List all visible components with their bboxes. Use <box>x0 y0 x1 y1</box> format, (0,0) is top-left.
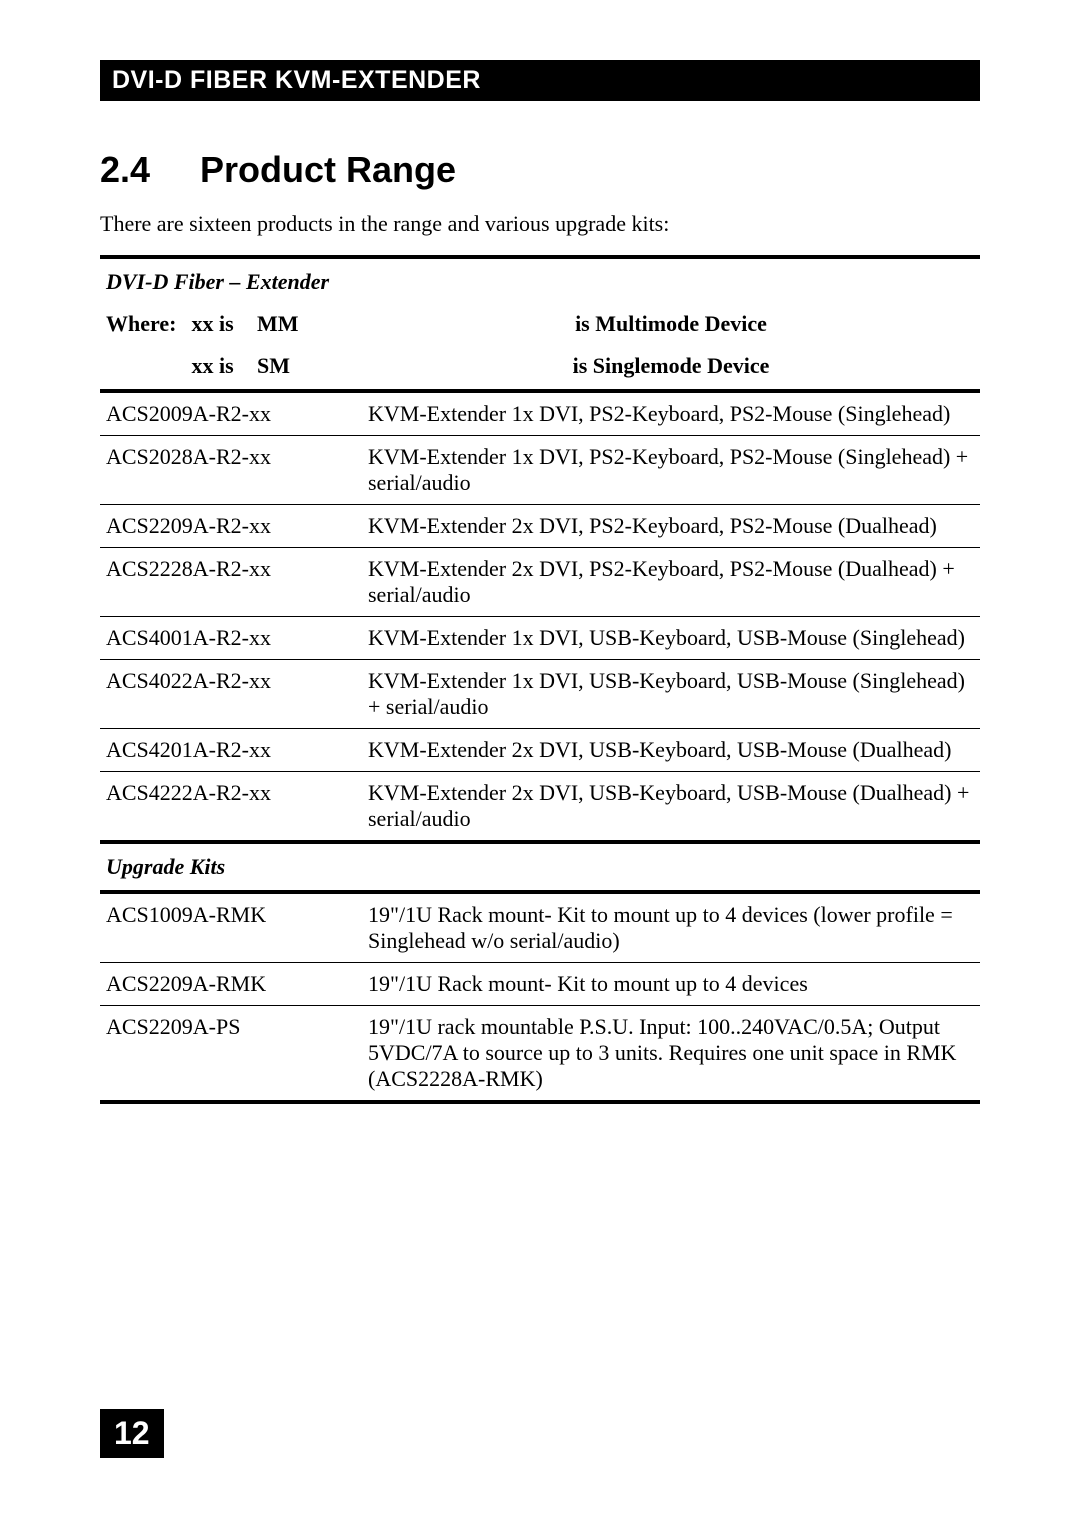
where-code-1: MM <box>257 311 307 337</box>
where-label: Where: <box>106 311 186 337</box>
where-xx-2: xx is <box>192 353 252 379</box>
where-xx-1: xx is <box>192 311 252 337</box>
table-row: ACS2209A-PS 19"/1U rack mountable P.S.U.… <box>100 1006 980 1103</box>
product-desc: KVM-Extender 1x DVI, PS2-Keyboard, PS2-M… <box>362 436 980 505</box>
upgrade-desc: 19"/1U rack mountable P.S.U. Input: 100.… <box>362 1006 980 1103</box>
product-desc: KVM-Extender 2x DVI, USB-Keyboard, USB-M… <box>362 729 980 772</box>
product-desc: KVM-Extender 2x DVI, USB-Keyboard, USB-M… <box>362 772 980 843</box>
product-code: ACS2028A-R2-xx <box>100 436 362 505</box>
section-heading: 2.4 Product Range <box>100 149 980 191</box>
table-row: ACS4201A-R2-xx KVM-Extender 2x DVI, USB-… <box>100 729 980 772</box>
table-row: ACS2209A-R2-xx KVM-Extender 2x DVI, PS2-… <box>100 505 980 548</box>
upgrade-desc: 19"/1U Rack mount- Kit to mount up to 4 … <box>362 892 980 963</box>
product-code: ACS4201A-R2-xx <box>100 729 362 772</box>
table-row: ACS4022A-R2-xx KVM-Extender 1x DVI, USB-… <box>100 660 980 729</box>
table-row: ACS1009A-RMK 19"/1U Rack mount- Kit to m… <box>100 892 980 963</box>
product-code: ACS2009A-R2-xx <box>100 391 362 436</box>
table-row: ACS2228A-R2-xx KVM-Extender 2x DVI, PS2-… <box>100 548 980 617</box>
product-desc: KVM-Extender 1x DVI, USB-Keyboard, USB-M… <box>362 617 980 660</box>
product-desc: KVM-Extender 1x DVI, USB-Keyboard, USB-M… <box>362 660 980 729</box>
product-code: ACS4222A-R2-xx <box>100 772 362 843</box>
product-code: ACS4001A-R2-xx <box>100 617 362 660</box>
table-row: ACS4001A-R2-xx KVM-Extender 1x DVI, USB-… <box>100 617 980 660</box>
page: DVI-D FIBER KVM-EXTENDER 2.4 Product Ran… <box>0 0 1080 1528</box>
upgrade-header-row: Upgrade Kits <box>100 842 980 892</box>
product-desc: KVM-Extender 2x DVI, PS2-Keyboard, PS2-M… <box>362 505 980 548</box>
where-desc-1: is Multimode Device <box>362 303 980 345</box>
doc-header-bar: DVI-D FIBER KVM-EXTENDER <box>100 60 980 101</box>
section-title: Product Range <box>200 149 456 190</box>
upgrade-desc: 19"/1U Rack mount- Kit to mount up to 4 … <box>362 963 980 1006</box>
product-code: ACS2209A-R2-xx <box>100 505 362 548</box>
upgrade-code: ACS2209A-PS <box>100 1006 362 1103</box>
product-desc: KVM-Extender 2x DVI, PS2-Keyboard, PS2-M… <box>362 548 980 617</box>
table-row: ACS4222A-R2-xx KVM-Extender 2x DVI, USB-… <box>100 772 980 843</box>
product-table: DVI-D Fiber – Extender Where: xx is MM i… <box>100 255 980 1104</box>
upgrade-code: ACS2209A-RMK <box>100 963 362 1006</box>
table-row: ACS2028A-R2-xx KVM-Extender 1x DVI, PS2-… <box>100 436 980 505</box>
where-line-2: xx is SM <box>100 345 362 391</box>
intro-text: There are sixteen products in the range … <box>100 211 980 237</box>
product-code: ACS4022A-R2-xx <box>100 660 362 729</box>
where-line-1: Where: xx is MM <box>100 303 362 345</box>
table-row: ACS2209A-RMK 19"/1U Rack mount- Kit to m… <box>100 963 980 1006</box>
product-desc: KVM-Extender 1x DVI, PS2-Keyboard, PS2-M… <box>362 391 980 436</box>
table-row: ACS2009A-R2-xx KVM-Extender 1x DVI, PS2-… <box>100 391 980 436</box>
page-number: 12 <box>100 1409 164 1458</box>
group-title: DVI-D Fiber – Extender <box>100 257 980 303</box>
upgrade-header: Upgrade Kits <box>100 842 980 892</box>
section-number: 2.4 <box>100 149 190 191</box>
where-code-2: SM <box>257 353 307 379</box>
where-desc-2: is Singlemode Device <box>362 345 980 391</box>
product-code: ACS2228A-R2-xx <box>100 548 362 617</box>
upgrade-code: ACS1009A-RMK <box>100 892 362 963</box>
